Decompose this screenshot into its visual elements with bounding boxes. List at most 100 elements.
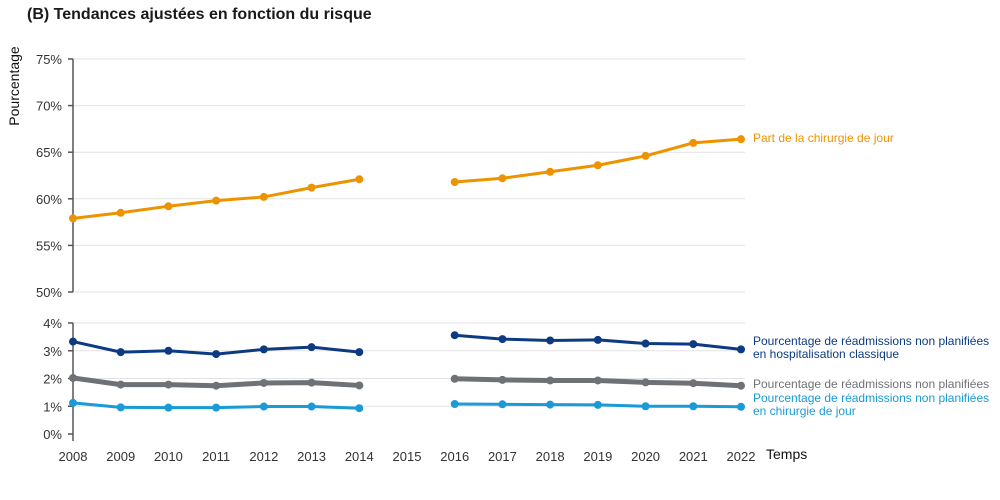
data-point [212,196,221,205]
data-point [116,403,125,412]
data-point [259,345,268,354]
x-tick-label: 2022 [727,449,756,464]
y-tick-label: 55% [36,238,62,253]
x-tick-label: 2010 [154,449,183,464]
gridlines [73,58,745,407]
x-tick-label: 2012 [249,449,278,464]
data-point [69,214,77,223]
x-tick-label: 2008 [59,449,88,464]
data-point [69,337,77,346]
data-point [307,183,316,192]
y-tick-label: 70% [36,99,62,114]
data-point [307,402,316,411]
data-point [116,208,125,217]
data-point [737,381,745,390]
data-point [355,175,364,184]
series [69,135,745,413]
x-tick-label: 2009 [106,449,135,464]
series-labels: Part de la chirurgie de jour Pourcentage … [753,131,989,418]
y-tick-label: 75% [36,52,62,67]
data-point [69,373,77,382]
data-point [593,376,602,385]
data-point [259,378,268,387]
data-point [737,135,745,144]
series-line [453,137,743,184]
data-point [641,378,650,387]
data-point [546,376,555,385]
x-axis-title: Temps [766,446,807,462]
x-tick-label: 2021 [679,449,708,464]
data-point [546,167,555,176]
data-point [498,375,507,384]
y-tick-label: 3% [43,344,62,359]
data-point [546,400,555,409]
y-tick-label: 4% [43,316,62,331]
y-tick-label: 2% [43,372,62,387]
data-point [641,402,650,411]
x-tick-label: 2015 [393,449,422,464]
series-label-line: en hospitalisation classique [753,347,899,361]
y-tick-label: 1% [43,399,62,414]
x-tick-label: 2011 [202,449,230,464]
series-label: Pourcentage de réadmissions non planifié… [753,377,989,391]
y-tick-label: 60% [36,192,62,207]
data-point [498,335,507,344]
data-point [641,339,650,348]
y-tick-label: 65% [36,145,62,160]
data-point [307,343,316,352]
data-point [164,380,173,389]
data-point [593,400,602,409]
series-label-line: Pourcentage de réadmissions non planifié… [753,391,989,405]
y-axis-title: Pourcentage [6,46,22,126]
series-label: Pourcentage de réadmissions non planifié… [753,334,989,361]
data-point [164,403,173,412]
y-tick-label: 0% [43,427,62,442]
data-point [641,151,650,160]
data-point [737,345,745,354]
series-label-line: Pourcentage de réadmissions non planifié… [753,334,989,348]
data-point [355,348,364,357]
series-label-line: Pourcentage de réadmissions non planifié… [753,377,989,391]
data-point [498,400,507,409]
x-tick-label: 2013 [297,449,326,464]
x-tick-label: 2019 [583,449,612,464]
data-point [69,398,77,407]
data-point [116,380,125,389]
data-point [546,336,555,345]
data-point [737,402,745,411]
series-label: Pourcentage de réadmissions non planifié… [753,391,989,418]
data-point [212,381,221,390]
series-Pourcentage de réadmissions non planifiées en hospitalisation classique [69,331,745,359]
data-point [450,374,459,383]
data-point [689,340,698,349]
data-point [689,379,698,388]
data-point [259,402,268,411]
data-point [593,161,602,170]
series-label-line: en chirurgie de jour [753,404,856,418]
series-Pourcentage de réadmissions non planifiées en chirurgie de jour [69,398,745,413]
data-point [212,350,221,359]
data-point [116,348,125,357]
data-point [498,174,507,183]
x-tick-label: 2020 [631,449,660,464]
axes: Pourcentage Temps 50% 55% 60% 65% 70% 75% 0% 1%… [6,46,807,464]
data-point [450,400,459,409]
data-point [164,202,173,211]
data-point [212,403,221,412]
data-point [355,381,364,390]
x-tick-label: 2014 [345,449,374,464]
data-point [164,346,173,355]
data-point [593,335,602,344]
series-Part de la chirurgie de jour [69,135,745,223]
data-point [355,404,364,413]
chart-title: (B) Tendances ajustées en fonction du ri… [27,6,372,23]
x-tick-label: 2018 [536,449,565,464]
y-tick-label: 50% [36,285,62,300]
data-point [689,402,698,411]
data-point [450,331,459,340]
data-point [689,138,698,147]
series-label-line: Part de la chirurgie de jour [753,131,894,145]
x-tick-label: 2017 [488,449,517,464]
